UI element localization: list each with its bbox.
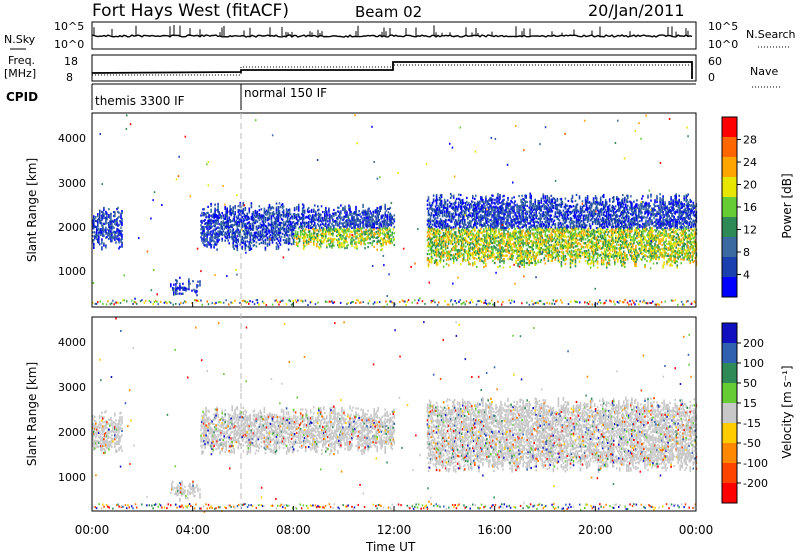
cpid-label: CPID — [6, 90, 38, 104]
colorbar-tick-label: 24 — [743, 156, 757, 169]
x-axis-title: Time UT — [365, 540, 416, 554]
date-title: 20/Jan/2011 — [588, 1, 685, 20]
power-y-title: Slant Range [km] — [25, 158, 39, 262]
velocity-y-title: Slant Range [km] — [25, 362, 39, 466]
noise-right-label: N.Search — [746, 28, 796, 41]
colorbar-tick-label: 200 — [743, 337, 764, 350]
noise-spikes — [93, 25, 689, 36]
colorbar-tick-label: -15 — [743, 417, 761, 430]
freq-tick-top: 18 — [64, 55, 78, 68]
vel-ytick-2000: 2000 — [58, 426, 86, 439]
colorbar-tick-label: 50 — [743, 377, 757, 390]
x-tick-label: 04:00 — [175, 523, 210, 537]
colorbar-tick-label: 15 — [743, 397, 757, 410]
x-tick-label: 20:00 — [578, 523, 613, 537]
colorbar-tick-label: -100 — [743, 457, 768, 470]
freq-left-label-2: [MHz] — [4, 67, 36, 80]
x-tick-label: 00:00 — [679, 523, 714, 537]
velocity-colorbar — [721, 322, 738, 504]
station-title: Fort Hays West (fitACF) — [92, 1, 289, 21]
colorbar-tick-label: 4 — [743, 269, 750, 282]
velocity-colorbar-title: Velocity [m s⁻¹] — [780, 365, 794, 458]
x-axis-ticks: 00:00 04:00 08:00 12:00 16:00 20:00 00:00 — [75, 302, 714, 537]
vel-ytick-1000: 1000 — [58, 471, 86, 484]
nave-trace — [92, 64, 692, 76]
noise-right-tick-top: 10^5 — [708, 20, 738, 33]
power-echo-cells — [92, 114, 698, 308]
vel-ytick-3000: 3000 — [58, 381, 86, 394]
nave-tick-bottom: 0 — [708, 71, 715, 84]
x-tick-label: 16:00 — [477, 523, 512, 537]
cpid-mode-normal: normal 150 IF — [244, 86, 327, 100]
colorbar-tick-label: 100 — [743, 357, 764, 370]
power-colorbar-ticks: 28 24 20 16 12 8 4 — [737, 134, 757, 282]
freq-tick-bottom: 8 — [66, 71, 73, 84]
colorbar-tick-label: 8 — [743, 246, 750, 259]
x-tick-label: 12:00 — [377, 523, 412, 537]
colorbar-tick-label: 20 — [743, 179, 757, 192]
power-ytick-1000: 1000 — [58, 265, 86, 278]
freq-panel-frame — [91, 54, 697, 82]
power-ytick-4000: 4000 — [58, 132, 86, 145]
velocity-colorbar-ticks: 200 100 50 15 -15 -50 -100 -200 — [737, 337, 768, 490]
nave-label: Nave — [750, 65, 778, 78]
noise-left-label: N.Sky — [4, 33, 36, 46]
cpid-mode-themis: themis 3300 IF — [95, 94, 185, 108]
power-colorbar — [721, 116, 738, 298]
power-ytick-3000: 3000 — [58, 177, 86, 190]
colorbar-tick-label: -200 — [743, 477, 768, 490]
x-tick-label: 08:00 — [276, 523, 311, 537]
x-tick-label: 00:00 — [75, 523, 110, 537]
power-colorbar-title: Power [dB] — [780, 173, 794, 238]
power-ytick-2000: 2000 — [58, 221, 86, 234]
freq-trace — [91, 61, 693, 79]
freq-left-label-1: Freq. — [8, 54, 35, 67]
noise-left-tick-bottom: 10^0 — [54, 38, 84, 51]
noise-trace — [91, 34, 693, 38]
nave-tick-top: 60 — [708, 55, 722, 68]
vel-ytick-4000: 4000 — [58, 336, 86, 349]
noise-left-tick-top: 10^5 — [54, 20, 84, 33]
colorbar-tick-label: 28 — [743, 134, 757, 147]
colorbar-tick-label: -50 — [743, 437, 761, 450]
colorbar-tick-label: 16 — [743, 201, 757, 214]
beam-title: Beam 02 — [355, 3, 422, 21]
noise-right-tick-bottom: 10^0 — [708, 38, 738, 51]
velocity-echo-cells — [92, 317, 698, 513]
colorbar-tick-label: 12 — [743, 224, 757, 237]
